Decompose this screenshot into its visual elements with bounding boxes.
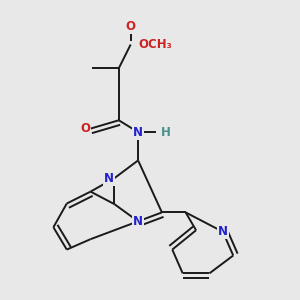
Text: H: H	[161, 126, 171, 139]
Text: N: N	[133, 215, 143, 228]
Text: OCH₃: OCH₃	[138, 38, 172, 51]
Text: N: N	[133, 126, 143, 139]
Text: N: N	[104, 172, 114, 185]
Text: H: H	[159, 126, 169, 139]
Text: N: N	[218, 225, 228, 238]
Text: OCH₃: OCH₃	[140, 38, 173, 51]
Text: O: O	[81, 122, 91, 135]
Text: O: O	[126, 20, 136, 33]
Text: O: O	[126, 20, 136, 33]
